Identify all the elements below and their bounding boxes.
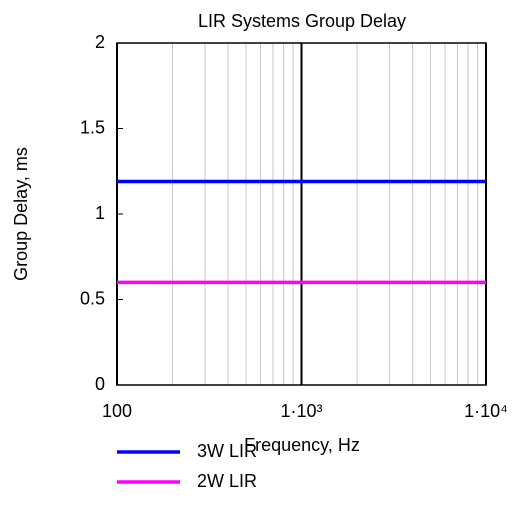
x-tick-label: 1·10⁴ — [464, 401, 508, 421]
y-tick-label: 1 — [95, 203, 105, 223]
y-tick-label: 2 — [95, 32, 105, 52]
plot-frame — [116, 42, 487, 386]
chart-title: LIR Systems Group Delay — [198, 11, 406, 31]
x-tick-label: 100 — [102, 401, 132, 421]
y-axis-label: Group Delay, ms — [11, 147, 31, 281]
y-tick-label: 0.5 — [80, 288, 105, 308]
x-axis-label: Frequency, Hz — [244, 435, 360, 455]
y-tick-label: 0 — [95, 374, 105, 394]
legend-label: 3W LIR — [197, 441, 257, 461]
y-tick-label: 1.5 — [80, 117, 105, 137]
legend-label: 2W LIR — [197, 471, 257, 491]
x-tick-label: 1·10³ — [280, 401, 322, 421]
